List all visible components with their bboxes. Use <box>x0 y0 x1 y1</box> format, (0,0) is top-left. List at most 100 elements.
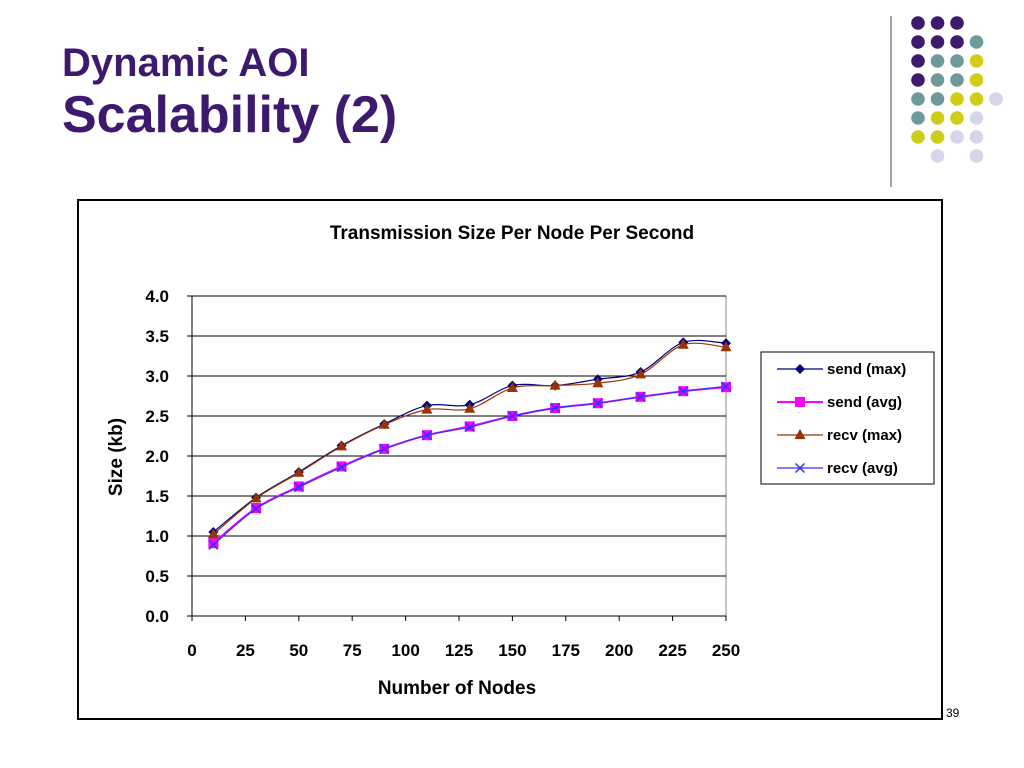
legend-label: recv (max) <box>827 427 902 444</box>
decorative-dot <box>969 54 984 68</box>
decorative-dot <box>969 111 984 125</box>
legend-label: send (max) <box>827 361 906 378</box>
x-axis-label: Number of Nodes <box>378 678 536 699</box>
legend-item: recv (max) <box>777 427 902 444</box>
x-tick-label: 0 <box>187 641 196 660</box>
decorative-dot <box>969 35 984 49</box>
decorative-dot <box>950 16 964 30</box>
data-point <box>336 462 347 473</box>
decorative-dot <box>911 16 925 30</box>
decorative-dot <box>930 149 945 163</box>
y-tick-label: 3.5 <box>145 327 169 346</box>
data-point <box>507 410 518 422</box>
decorative-dot <box>911 73 925 87</box>
data-point <box>207 528 219 539</box>
data-point <box>720 381 732 392</box>
y-tick-label: 3.0 <box>145 367 169 386</box>
x-tick-label: 225 <box>658 641 686 660</box>
y-tick-label: 0.5 <box>145 567 169 586</box>
data-point <box>635 368 647 379</box>
x-tick-label: 150 <box>498 641 526 660</box>
data-point <box>677 338 689 349</box>
y-tick-label: 4.0 <box>145 287 169 306</box>
decorative-dot <box>930 92 945 106</box>
decorative-dot <box>911 54 925 68</box>
decorative-dot <box>930 111 945 125</box>
decorative-dot <box>989 92 1003 106</box>
series-send-max <box>208 337 731 537</box>
decorative-dot <box>930 54 945 68</box>
data-point <box>550 402 561 414</box>
x-tick-label: 250 <box>712 641 740 660</box>
data-point <box>464 422 475 433</box>
decorative-dot <box>911 35 925 49</box>
y-tick-label: 0.0 <box>145 607 169 626</box>
slide-title: Dynamic AOI Scalability (2) <box>62 40 397 144</box>
legend-marker <box>795 397 805 407</box>
data-point <box>293 482 304 493</box>
legend-label: recv (avg) <box>827 460 898 477</box>
data-point <box>592 398 603 409</box>
decorative-dot <box>950 35 964 49</box>
data-point <box>506 382 518 392</box>
data-point <box>464 402 476 413</box>
legend-marker <box>795 364 805 374</box>
x-tick-label: 25 <box>236 641 255 660</box>
decorative-dot <box>930 16 945 30</box>
data-point <box>250 492 262 503</box>
y-tick-label: 1.0 <box>145 527 169 546</box>
page-number: 39 <box>946 706 960 720</box>
data-point <box>421 403 433 414</box>
decorative-dot <box>969 92 984 106</box>
x-tick-label: 50 <box>289 641 308 660</box>
legend-item: send (max) <box>777 361 906 378</box>
title-line-1: Dynamic AOI <box>62 41 310 85</box>
decorative-dot <box>911 111 925 125</box>
title-line-2: Scalability (2) <box>62 86 398 144</box>
x-tick-label: 175 <box>552 641 580 660</box>
legend-box <box>760 351 935 485</box>
legend-item: recv (avg) <box>777 460 898 477</box>
decorative-dot <box>950 54 964 68</box>
data-point <box>208 539 219 550</box>
series-recv-max <box>207 338 732 539</box>
decorative-dot <box>911 92 925 106</box>
y-tick-label: 2.5 <box>145 407 169 426</box>
decorative-dot <box>969 73 984 87</box>
decorative-dot <box>969 130 984 144</box>
data-point <box>592 377 604 388</box>
decorative-dot <box>969 149 984 163</box>
data-point <box>379 443 390 454</box>
decorative-dot <box>950 130 964 144</box>
legend-item: send (avg) <box>777 394 902 411</box>
data-point <box>678 386 689 397</box>
decorative-dot <box>950 73 964 87</box>
legend-marker <box>794 462 806 474</box>
decorative-dot <box>950 92 964 106</box>
data-point <box>549 379 561 390</box>
x-tick-label: 200 <box>605 641 633 660</box>
decorative-dot <box>930 35 945 49</box>
legend-label: send (avg) <box>827 394 902 411</box>
x-tick-label: 75 <box>343 641 362 660</box>
y-axis-label: Size (kb) <box>106 418 127 496</box>
data-point <box>635 391 646 402</box>
data-point <box>421 430 432 441</box>
decorative-dot <box>911 130 925 144</box>
x-tick-label: 100 <box>391 641 419 660</box>
data-point <box>293 466 305 477</box>
y-tick-label: 2.0 <box>145 447 169 466</box>
decorative-dot <box>950 111 964 125</box>
data-point <box>336 440 348 451</box>
data-point <box>208 538 219 549</box>
decorative-dot <box>930 73 945 87</box>
series-recv-avg <box>208 381 732 550</box>
data-point <box>378 418 390 429</box>
y-tick-label: 1.5 <box>145 487 169 506</box>
x-tick-label: 125 <box>445 641 473 660</box>
legend-marker <box>794 429 806 439</box>
series-line <box>212 342 727 535</box>
data-point <box>251 503 262 514</box>
data-point <box>720 341 732 352</box>
decorative-dot <box>930 130 945 144</box>
